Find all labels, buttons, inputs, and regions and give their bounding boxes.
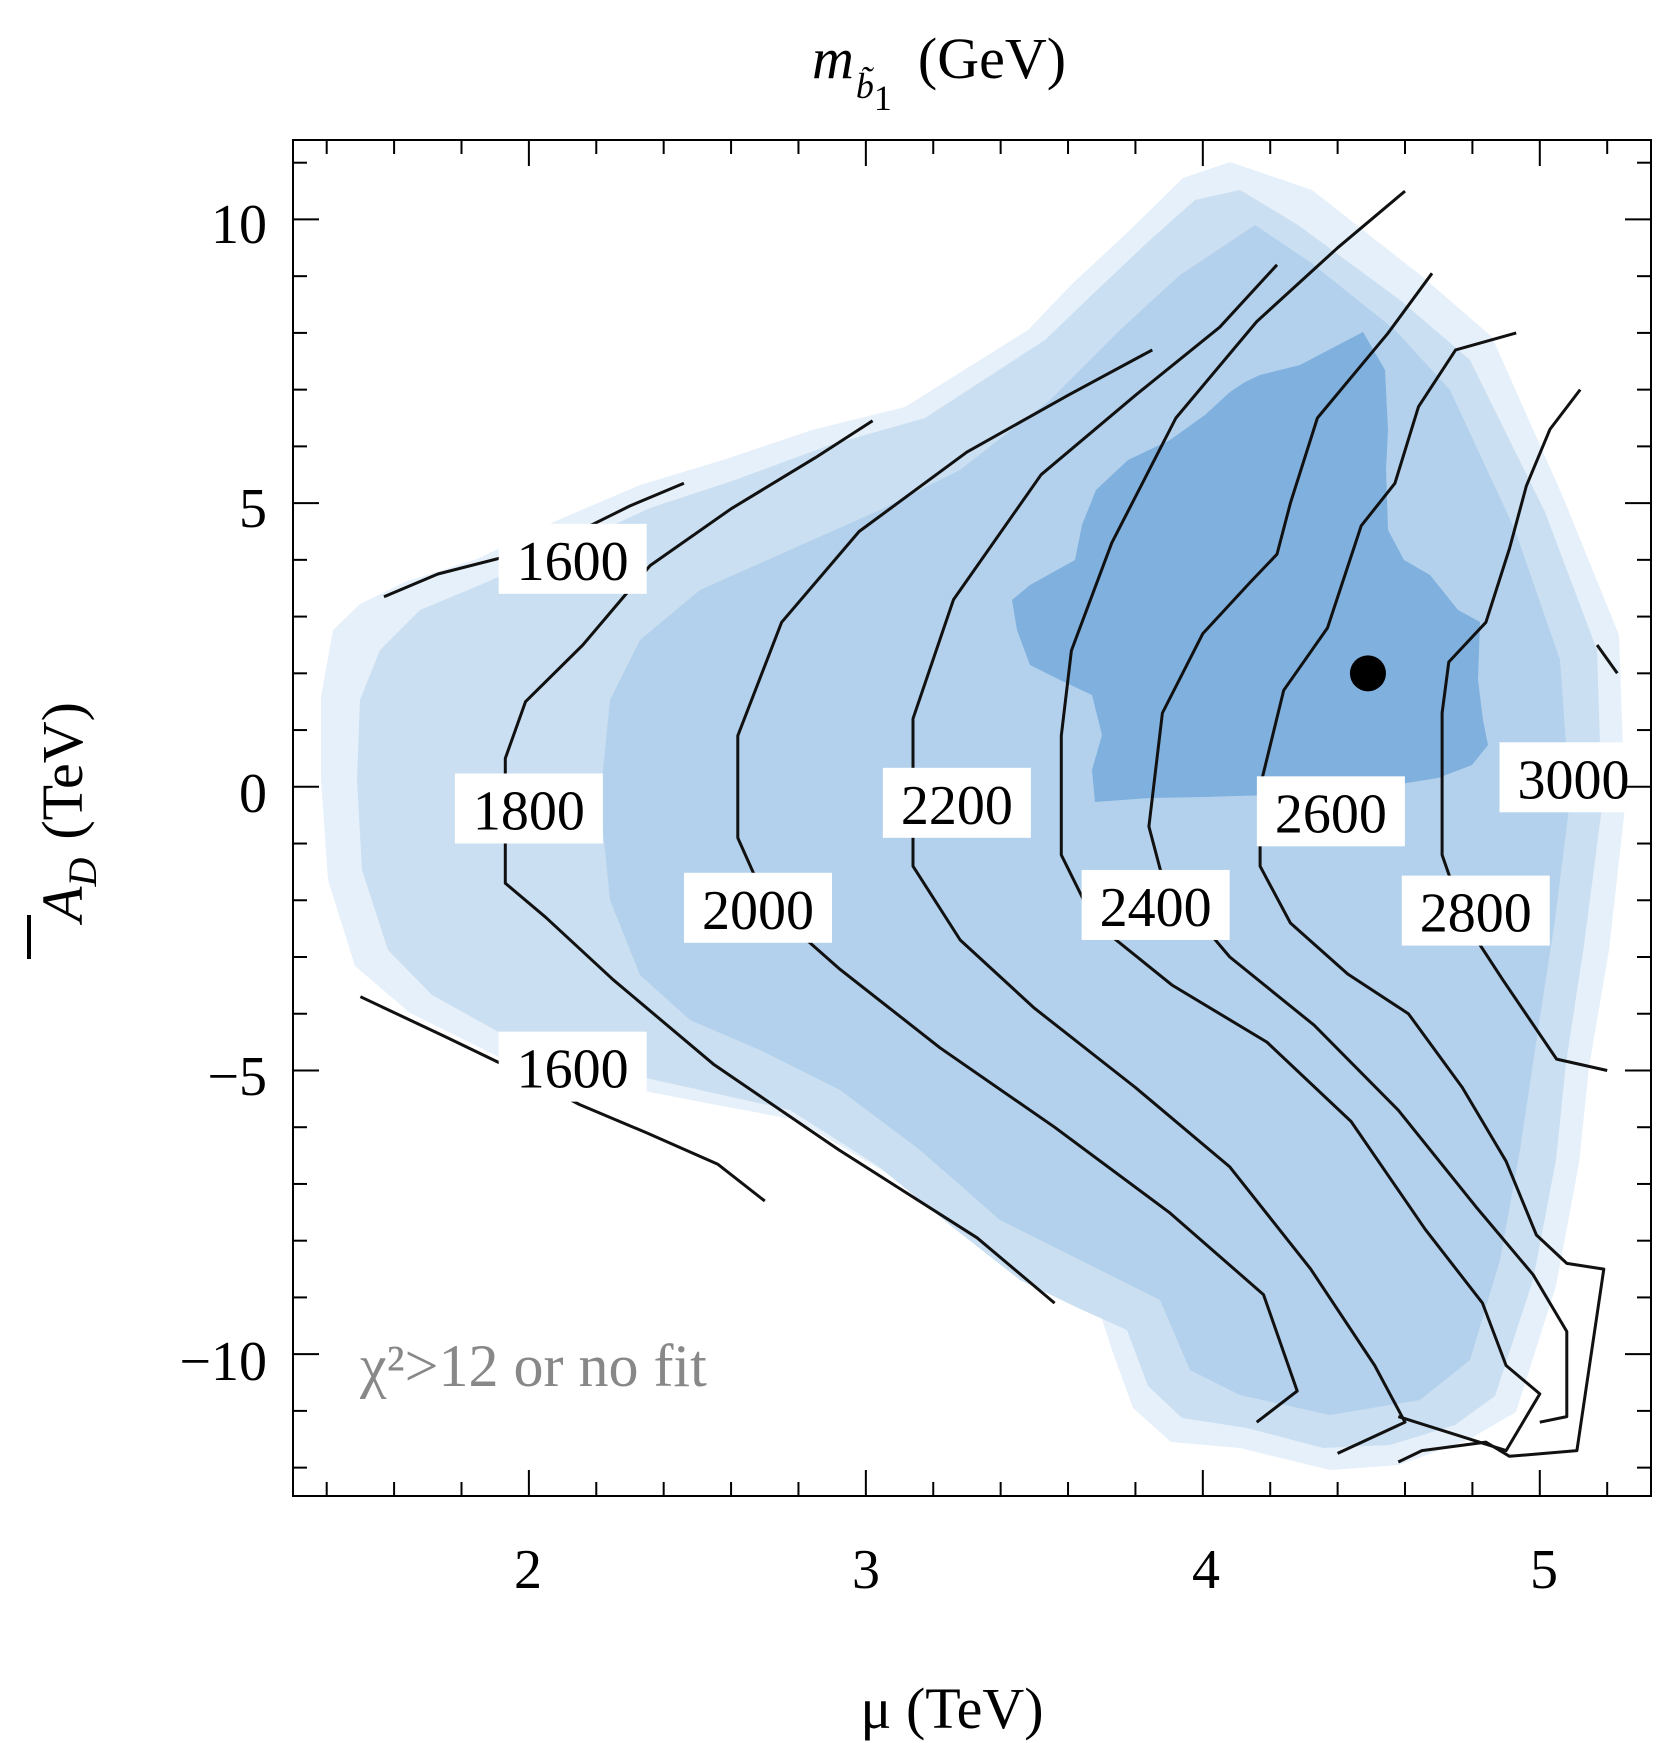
contour-label-text: 2400: [1100, 877, 1212, 939]
contour-label-background: [1081, 869, 1230, 940]
contour-label-background: [684, 872, 833, 943]
contour-label-background: [498, 1031, 647, 1102]
contour-label-text: 2200: [901, 775, 1013, 837]
contour-label-background: [882, 767, 1031, 838]
y-axis-label: AD(TeV): [27, 702, 105, 959]
contour-label-background: [1256, 776, 1405, 847]
contour-label-2600: 2600: [1256, 776, 1405, 847]
y-tick-label: 0: [239, 763, 267, 825]
x-tick-label: 3: [852, 1539, 880, 1601]
contour-label-2800: 2800: [1401, 875, 1550, 946]
contour-label-background: [1499, 742, 1648, 813]
contour-line-2200: [911, 263, 1407, 1455]
contour-label-2400: 2400: [1081, 869, 1230, 940]
contour-label-text: 3000: [1517, 749, 1629, 811]
plot-frame: [292, 139, 1652, 1497]
contour-label-2200: 2200: [882, 767, 1031, 838]
contour-line-2800: [1258, 331, 1606, 1464]
x-tick-label: 2: [514, 1539, 542, 1601]
x-axis-label: μ (TeV): [860, 1676, 1043, 1741]
y-tick-label: −5: [207, 1046, 267, 1108]
svg-text:AD(TeV): AD(TeV): [30, 702, 105, 926]
chart-title: mb̃1(GeV): [812, 26, 1066, 118]
contour-line-3000: [1440, 388, 1608, 1072]
x-tick-label: 5: [1530, 1539, 1558, 1601]
contour-label-text: 2000: [702, 880, 814, 942]
contour-label-text: 2800: [1420, 883, 1532, 945]
contour-line-2400: [1059, 189, 1542, 1453]
contour-label-1600: 1600: [498, 523, 647, 594]
contour-label-1600: 1600: [498, 1031, 647, 1102]
contour-label-text: 2600: [1275, 783, 1387, 845]
contour-line-2600: [1147, 272, 1569, 1424]
contour-label-background: [498, 523, 647, 594]
y-tick-labels: 10 5 0 −5 −10: [179, 194, 267, 1393]
axis-ticks: [293, 140, 1651, 1496]
region-medium: [600, 225, 1570, 1415]
contour-label-text: 1600: [517, 531, 629, 593]
contour-line-3000: [1595, 644, 1619, 675]
contour-line-1600: [359, 995, 766, 1203]
y-tick-label: 5: [239, 478, 267, 540]
fit-quality-note: χ²>12 or no fit: [359, 1333, 707, 1399]
contour-label-3000: 3000: [1499, 742, 1648, 813]
y-tick-label: −10: [179, 1331, 267, 1393]
x-tick-label: 4: [1192, 1539, 1220, 1601]
contour-label-2000: 2000: [684, 872, 833, 943]
y-tick-label: 10: [211, 194, 267, 256]
contour-label-text: 1800: [473, 780, 585, 842]
contour-label-1800: 1800: [454, 773, 603, 844]
contour-label-background: [454, 773, 603, 844]
contour-label-background: [1401, 875, 1550, 946]
best-fit-point: [1349, 655, 1386, 692]
contour-labels: 1600 1800 2000 2200 2400 2600 2800 3000 1600: [454, 523, 1648, 1102]
contour-label-text: 1600: [517, 1039, 629, 1101]
x-tick-labels: 2 3 4 5: [514, 1539, 1558, 1601]
